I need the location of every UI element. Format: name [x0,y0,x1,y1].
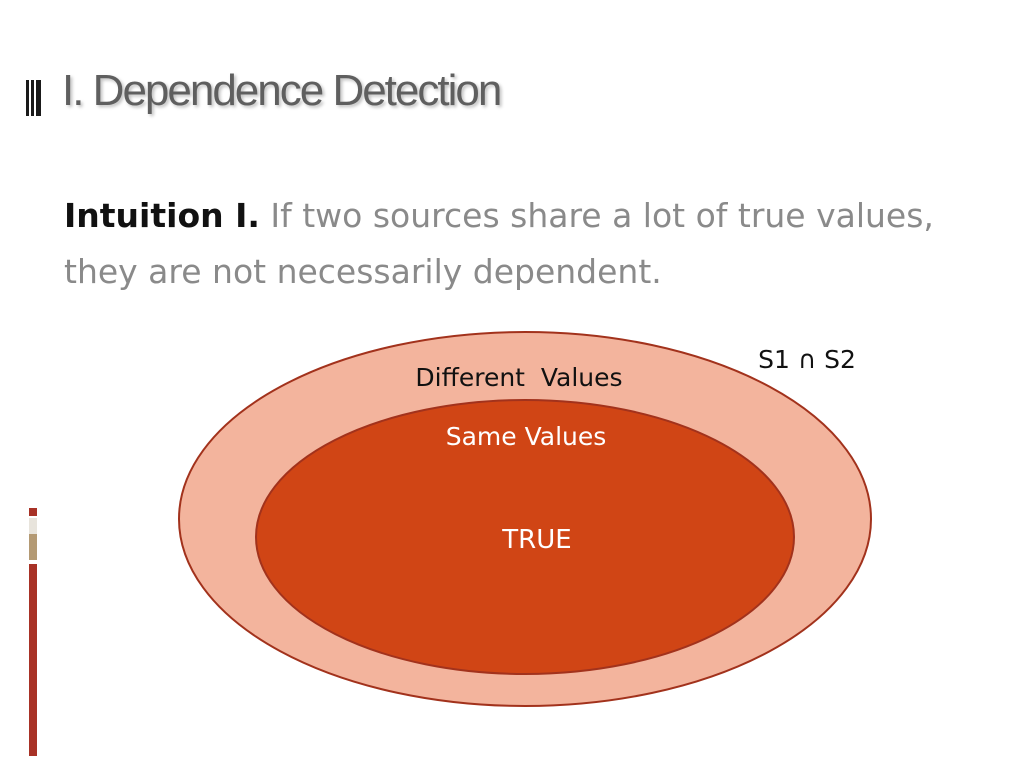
inner-label: Same Values [446,422,607,451]
center-label: TRUE [501,525,571,555]
body-text: Intuition I. If two sources share a lot … [64,188,964,300]
slide-title: I. Dependence Detection [62,66,502,115]
accent-segment-dark [29,564,37,756]
set-label: S1 ∩ S2 [758,345,856,374]
accent-segment-pale [29,518,37,534]
body-statement: If two sources share a lot of true value… [64,196,934,291]
outer-label: Different Values [415,363,622,392]
accent-segment-gap [29,560,37,564]
accent-segment-light [29,516,37,518]
accent-segment-tan [29,534,37,560]
accent-bar [29,508,37,756]
inner-ellipse [255,399,795,675]
body-lead: Intuition I. [64,196,260,235]
accent-segment-dark-top [29,508,37,516]
title-marker-icon [26,80,41,116]
